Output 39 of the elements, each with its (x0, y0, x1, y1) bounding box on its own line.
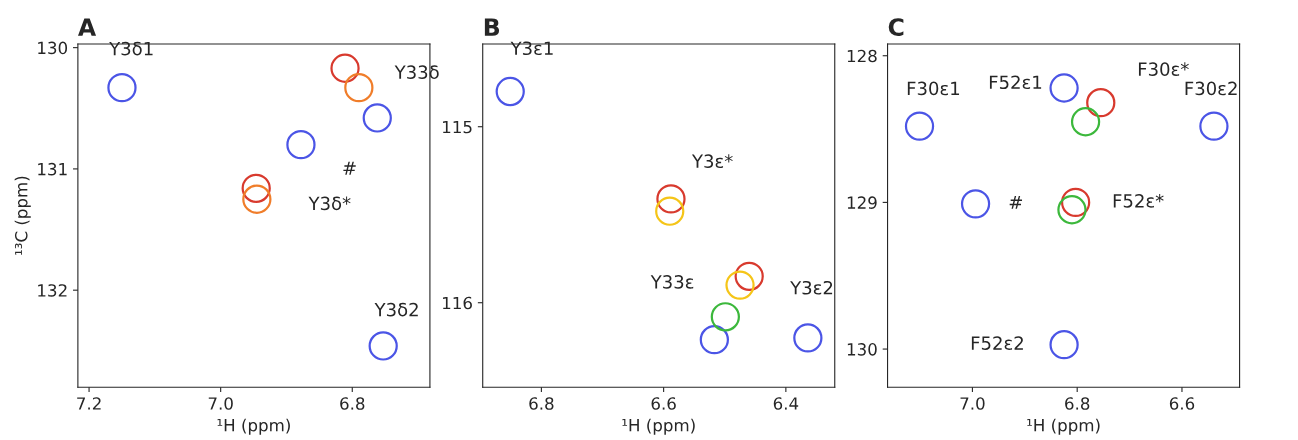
x-tick-label: 7.2 (77, 397, 101, 410)
y-tick-label: 116 (443, 296, 472, 310)
annotation: F52ε1 (989, 75, 1042, 90)
x-axis-title: ¹H (ppm) (217, 418, 290, 435)
annotation: Y3δ2 (374, 302, 418, 317)
chart-title: B (484, 18, 500, 36)
annotation: Y3δ1 (109, 41, 153, 56)
x-tick-label: 6.6 (1169, 397, 1195, 410)
y-tick-label: 130 (38, 41, 68, 55)
annotation: Y3ε* (691, 154, 733, 169)
annotation: Y3ε2 (790, 280, 833, 295)
annotation: # (1009, 195, 1023, 209)
annotation: Y3δ* (308, 196, 351, 211)
annotation: F52ε2 (971, 336, 1023, 350)
y-tick-label: 115 (443, 120, 472, 134)
x-tick-label: 6.8 (340, 397, 365, 410)
chart-title: C (888, 18, 904, 36)
y-tick-label: 131 (38, 162, 67, 176)
x-tick-label: 7.0 (960, 397, 985, 410)
annotation: Y33ε (650, 275, 694, 289)
x-tick-label: 6.8 (1065, 397, 1090, 410)
x-tick-label: 6.4 (773, 397, 799, 410)
x-tick-label: 7.0 (208, 397, 233, 410)
annotation: F30ε2 (1185, 81, 1237, 96)
y-tick-label: 132 (38, 284, 67, 297)
y-tick-label: 129 (847, 196, 877, 209)
y-axis-title: ¹³C (ppm) (14, 176, 31, 255)
x-tick-label: 6.6 (651, 397, 676, 410)
x-axis-title: ¹H (ppm) (1027, 418, 1100, 435)
y-tick-label: 128 (847, 49, 877, 63)
annotation: Y3ε1 (510, 41, 553, 56)
chart-title: A (77, 18, 97, 36)
x-axis-title: ¹H (ppm) (622, 418, 695, 435)
annotation: # (343, 161, 356, 175)
annotation: F30ε* (1138, 62, 1189, 76)
annotation: F30ε1 (907, 81, 960, 96)
x-tick-label: 6.8 (529, 397, 554, 410)
annotation: F52ε* (1113, 193, 1164, 208)
y-tick-label: 130 (847, 343, 877, 356)
